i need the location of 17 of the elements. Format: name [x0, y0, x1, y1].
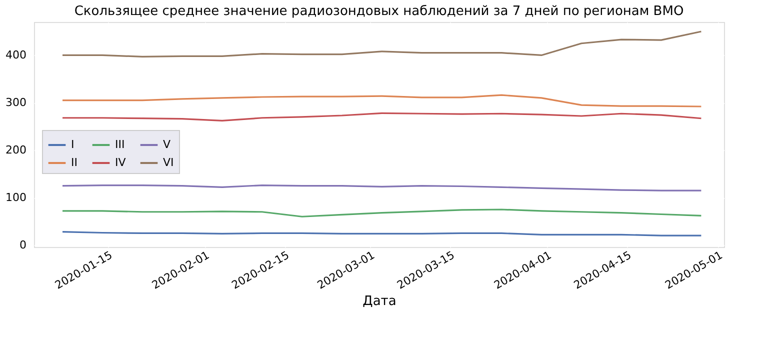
line-series	[62, 208, 702, 218]
line-series	[62, 112, 702, 122]
y-tick-label: 100	[6, 191, 26, 204]
legend-label: III	[115, 138, 125, 151]
legend-label: V	[163, 138, 171, 151]
line-series	[62, 30, 702, 58]
legend-label: VI	[163, 156, 174, 169]
legend-label: IV	[115, 156, 126, 169]
y-tick-label: 300	[6, 96, 26, 110]
legend-label: II	[71, 156, 78, 169]
x-axis-title: Дата	[362, 294, 396, 309]
y-tick-label: 200	[6, 144, 26, 157]
legend-label: I	[71, 138, 74, 151]
line-series	[62, 94, 702, 108]
chart-title: Скользящее среднее значение радиозондовых наблюдений за 7 дней по регионам ВМО	[74, 4, 684, 19]
y-tick-label: 400	[6, 48, 26, 62]
y-tick-label: 0	[20, 238, 26, 252]
